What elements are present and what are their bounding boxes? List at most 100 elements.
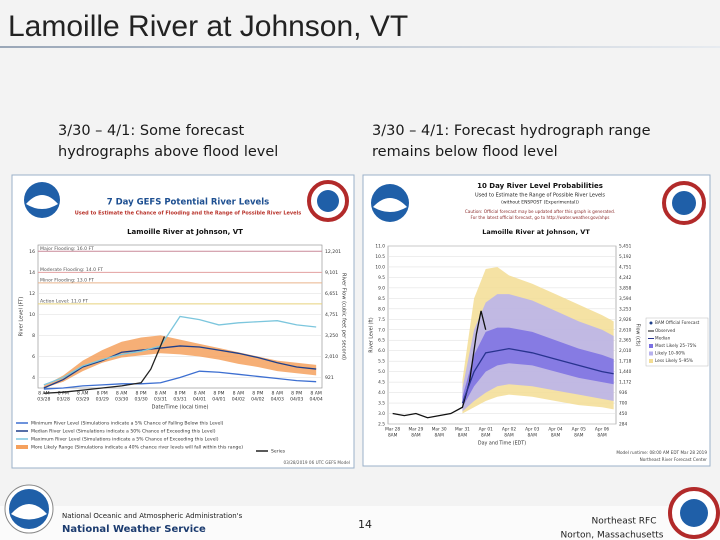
noaa-footer-logo [4, 484, 54, 534]
y2-axis-title: Flow (cfs) [635, 323, 641, 346]
y2-tick-label: 12,201 [325, 249, 341, 255]
legend-swatch [649, 344, 653, 348]
nws-logo [662, 181, 706, 225]
y-tick-label: 6 [32, 354, 35, 360]
y2-tick-label: 3,594 [619, 296, 632, 302]
y-tick-label: 3.0 [378, 411, 385, 417]
y-tick-label: 5.0 [378, 369, 385, 375]
x-tick-label: 8AM [574, 433, 584, 439]
page-number: 14 [358, 518, 372, 531]
x-axis-title: Date/Time (local time) [152, 405, 209, 411]
x-tick-label: 8 PM [97, 391, 108, 397]
flood-level-label: Minor Flooding: 13.0 FT [40, 277, 94, 283]
chart-subtitle: Used to Estimate the Chance of Flooding … [75, 211, 302, 217]
x-tick-label: 04/02 [232, 397, 245, 403]
legend-label: Less Likely 5–95% [655, 358, 693, 363]
legend-swatch [16, 445, 28, 449]
y2-tick-label: 3,250 [325, 333, 338, 339]
y2-tick-label: 4,751 [325, 312, 338, 318]
y-tick-label: 10 [29, 312, 35, 318]
y-tick-label: 10.0 [375, 264, 385, 270]
x-tick-label: 03/29 [76, 397, 89, 403]
series-line [43, 370, 317, 390]
x-tick-label: Apr 06 [595, 427, 610, 433]
legend-swatch [649, 321, 653, 325]
x-tick-label: 8 AM [233, 391, 245, 397]
y-tick-label: 7.0 [378, 327, 385, 333]
y-tick-label: 2.5 [378, 422, 385, 428]
nws-logo [307, 180, 349, 222]
legend-swatch [649, 351, 653, 356]
x-tick-label: 8AM [481, 433, 491, 439]
y-tick-label: 8.0 [378, 306, 385, 312]
footer-location: Norton, Massachusetts [561, 531, 664, 540]
x-tick-label: 8AM [504, 433, 514, 439]
y2-tick-label: 700 [619, 401, 627, 407]
x-tick-label: 03/31 [173, 397, 186, 403]
x-tick-label: 04/01 [193, 397, 206, 403]
chart-subtitle: Used to Estimate the Range of Possible R… [475, 193, 605, 199]
x-tick-label: 03/28 [37, 397, 50, 403]
x-tick-label: 8 PM [213, 391, 224, 397]
y-tick-label: 9.0 [378, 285, 385, 291]
y2-tick-label: 2,610 [619, 327, 632, 333]
legend-label: Maximum River Level (Simulations indicat… [31, 437, 219, 443]
y-tick-label: 11.0 [375, 244, 385, 250]
x-tick-label: 8 AM [272, 391, 284, 397]
x-tick-label: 04/02 [251, 397, 264, 403]
x-tick-label: 8 AM [116, 391, 128, 397]
caution-note: For the latest official forecast, go to … [471, 215, 610, 220]
x-tick-label: Apr 03 [525, 427, 540, 433]
flood-level-label: Major Flooding: 16.0 FT [40, 246, 94, 252]
y2-axis-title: River Flow (cubic feet per second) [341, 273, 347, 360]
series-line [461, 347, 614, 404]
chart-footer-note: 03/28/2019 06 UTC GEFS Model [283, 460, 350, 465]
y-tick-label: 4.0 [378, 390, 385, 396]
legend-label: Minimum River Level (Simulations indicat… [31, 421, 224, 427]
x-tick-label: 8 PM [174, 391, 185, 397]
y-tick-label: 4.5 [378, 380, 385, 386]
y-tick-label: 10.5 [375, 254, 385, 260]
slide-title: Lamoille River at Johnson, VT [8, 10, 409, 43]
x-tick-label: 8 AM [77, 391, 89, 397]
footer-agency: National Weather Service [62, 524, 206, 535]
y2-tick-label: 2,010 [619, 348, 632, 354]
chart-footer-note: Northeast River Forecast Center [640, 457, 708, 462]
noaa-logo [371, 184, 409, 222]
y2-tick-label: 450 [619, 411, 627, 417]
range-band [462, 327, 614, 408]
x-tick-label: 8 AM [310, 391, 322, 397]
y2-tick-label: 284 [619, 422, 627, 428]
x-tick-label: 8 AM [38, 391, 50, 397]
x-tick-label: 8AM [551, 433, 561, 439]
legend-label: Likely 10–90% [655, 351, 685, 356]
legend-label: Most Likely 25–75% [655, 343, 696, 348]
y2-tick-label: 9,101 [325, 270, 338, 276]
y2-tick-label: 921 [325, 375, 334, 381]
y2-tick-label: 4,751 [619, 264, 632, 270]
y-tick-label: 3.5 [378, 401, 385, 407]
y2-tick-label: 4,242 [619, 275, 632, 281]
y-tick-label: 5.5 [378, 359, 385, 365]
y2-tick-label: 2,010 [325, 354, 338, 360]
y-tick-label: 16 [29, 249, 35, 255]
x-tick-label: 8 AM [194, 391, 206, 397]
range-band [43, 335, 317, 388]
y2-tick-label: 6,651 [325, 291, 338, 297]
y-tick-label: 6.0 [378, 348, 385, 354]
legend-label: More Likely Range (Simulations indicate … [31, 445, 243, 451]
y2-tick-label: 1,440 [619, 369, 632, 375]
y-tick-label: 6.5 [378, 338, 385, 344]
right-caption: 3/30 – 4/1: Forecast hydrograph range re… [372, 123, 651, 160]
x-tick-label: 8 PM [252, 391, 263, 397]
y2-tick-label: 2,365 [619, 338, 632, 344]
x-tick-label: 03/28 [57, 397, 70, 403]
flood-level-label: Action Level: 11.0 FT [40, 298, 88, 304]
x-tick-label: 8AM [458, 433, 468, 439]
y2-tick-label: 1,718 [619, 359, 632, 365]
x-axis-title: Day and Time (EDT) [478, 441, 526, 447]
title-rule [0, 46, 720, 48]
chart-footer-note: Model runtime: 08:00 AM EDT Mar 28 2019 [616, 450, 707, 455]
